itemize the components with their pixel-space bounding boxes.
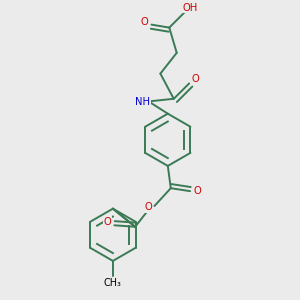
- Text: O: O: [193, 186, 201, 196]
- Text: O: O: [144, 202, 152, 212]
- Text: O: O: [103, 217, 111, 227]
- Text: O: O: [192, 74, 200, 84]
- Text: OH: OH: [182, 3, 198, 13]
- Text: NH: NH: [135, 97, 150, 107]
- Text: CH₃: CH₃: [104, 278, 122, 288]
- Text: O: O: [140, 17, 148, 27]
